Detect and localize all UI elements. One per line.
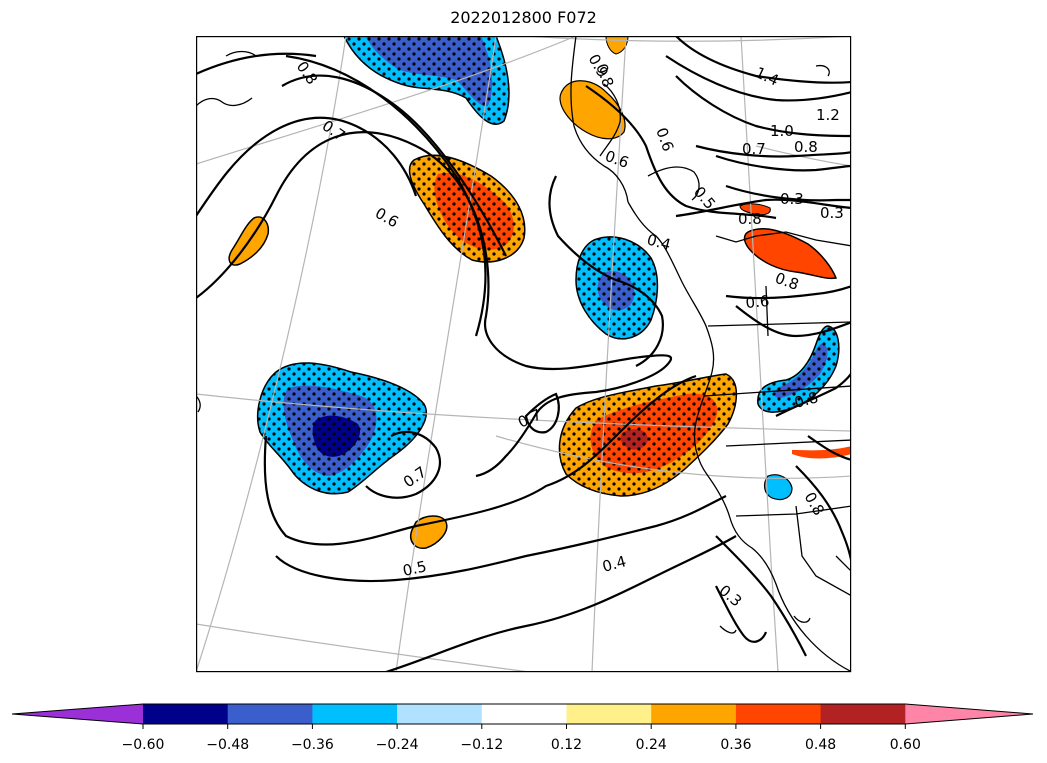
colorbar-tick-label: 0.24 (636, 737, 667, 753)
colorbar-bin (481, 704, 567, 724)
colorbar-tick-label: −0.60 (122, 737, 165, 753)
contour-label: 0.3 (820, 204, 844, 222)
contour-label: 0.6 (745, 292, 770, 312)
colorbar-tick-label: −0.12 (460, 737, 503, 753)
colorbar-bin (651, 704, 737, 724)
colorbar: −0.60 −0.48 −0.36 −0.24 −0.12 0.12 0.24 0.36 0.4… (11, 703, 1034, 753)
contour-label: 1.0 (770, 122, 794, 140)
contour-label: 0.8 (738, 210, 762, 228)
contour-label: 0.4 (645, 230, 673, 254)
west-strong-negative (257, 362, 427, 495)
map-frame (196, 36, 852, 673)
map-title: 2022012800 F072 (450, 8, 597, 27)
coastal-negative (575, 236, 659, 340)
colorbar-bin (566, 704, 652, 724)
colorbar-under-arrow (12, 704, 143, 724)
colorbar-bin (735, 704, 822, 724)
colorbar-bin (312, 704, 398, 724)
colorbar-bin (227, 704, 313, 724)
contour-label: 0.4 (600, 552, 628, 576)
northeast-positive (739, 203, 838, 280)
colorbar-bin (820, 704, 906, 724)
colorbar-tick-label: −0.48 (206, 737, 249, 753)
contour-lines (196, 36, 851, 672)
colorbar-ticks: −0.60 −0.48 −0.36 −0.24 −0.12 0.12 0.24 0.36 0.4… (122, 724, 921, 753)
colorbar-bin (397, 704, 483, 724)
colorbar-bins (11, 703, 1034, 725)
contour-label: 0.8 (794, 138, 818, 156)
northwest-negative-lobe (343, 36, 510, 125)
colorbar-tick-label: −0.24 (376, 737, 419, 753)
contour-label: 0.7 (742, 140, 766, 158)
north-coast-positive (559, 36, 851, 459)
contour-label: 0.8 (792, 388, 820, 412)
colorbar-tick-label: 0.48 (805, 737, 836, 753)
contour-label: 0.3 (780, 190, 804, 208)
forecast-map: 0.8 0.7 0.6 0.7 0.7 0.5 0.4 0.3 0.6 0.4 … (196, 36, 852, 673)
colorbar-bin (143, 704, 229, 724)
coastlines (196, 36, 851, 672)
small-south-positive (410, 515, 448, 549)
colorbar-tick-label: −0.36 (291, 737, 334, 753)
colorbar-tick-label: 0.60 (890, 737, 921, 753)
south-central-positive (558, 373, 738, 497)
contour-label: 1.2 (816, 106, 840, 124)
colorbar-tick-label: 0.12 (551, 737, 582, 753)
colorbar-over-arrow (905, 704, 1033, 724)
colorbar-tick-label: 0.36 (720, 737, 751, 753)
contour-label: 0.5 (401, 557, 428, 580)
map-background (196, 36, 851, 672)
